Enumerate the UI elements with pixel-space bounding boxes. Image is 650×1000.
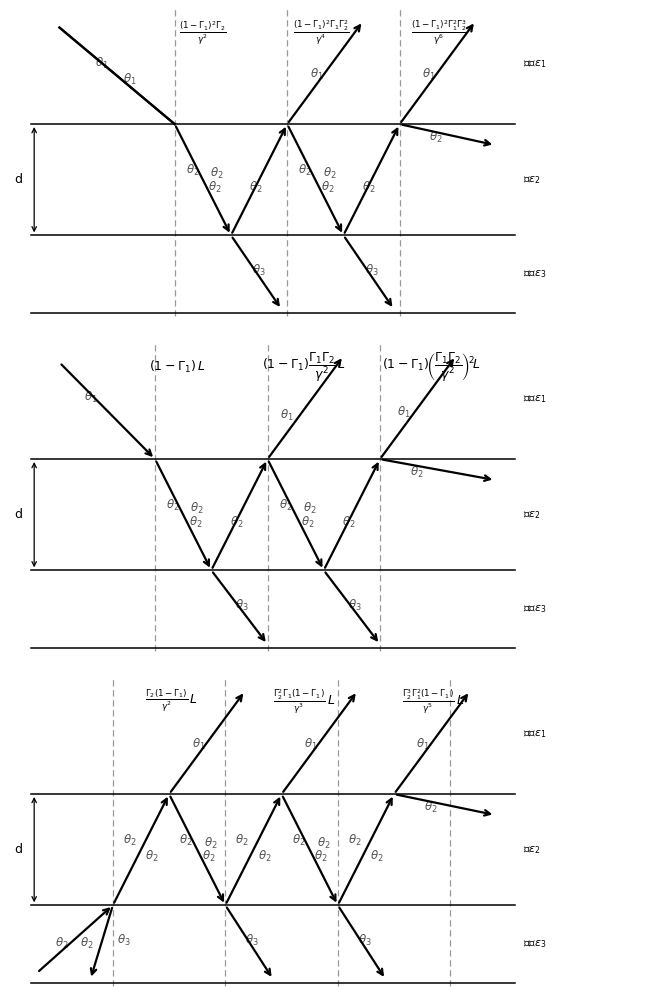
Text: $\theta_2$: $\theta_2$ xyxy=(179,832,193,848)
Text: $\theta_3$: $\theta_3$ xyxy=(235,598,249,613)
Text: $\theta_3$: $\theta_3$ xyxy=(252,263,266,278)
Text: d: d xyxy=(14,508,22,521)
Text: $\theta_1$: $\theta_1$ xyxy=(304,737,318,752)
Text: $\theta_2$: $\theta_2$ xyxy=(424,799,437,815)
Text: $\theta_2$: $\theta_2$ xyxy=(322,166,336,181)
Text: $\theta_2$: $\theta_2$ xyxy=(303,501,317,516)
Text: $\theta_3$: $\theta_3$ xyxy=(348,598,361,613)
Text: $\theta_2$: $\theta_2$ xyxy=(190,501,204,516)
Text: $\theta_2$: $\theta_2$ xyxy=(298,163,312,178)
Text: $\theta_2$: $\theta_2$ xyxy=(209,180,222,195)
Text: $\theta_2$: $\theta_2$ xyxy=(314,849,328,864)
Text: $\theta_2$: $\theta_2$ xyxy=(348,832,361,848)
Text: $\frac{\Gamma_2(1-\Gamma_1)}{\gamma^2}\,L$: $\frac{\Gamma_2(1-\Gamma_1)}{\gamma^2}\,… xyxy=(146,688,198,714)
Text: 空气$\varepsilon_1$: 空气$\varepsilon_1$ xyxy=(523,394,547,405)
Text: $\theta_2$: $\theta_2$ xyxy=(370,849,384,864)
Text: $\theta_3$: $\theta_3$ xyxy=(365,263,378,278)
Text: $\theta_2$: $\theta_2$ xyxy=(186,163,200,178)
Text: $\theta_2$: $\theta_2$ xyxy=(258,849,272,864)
Text: $\theta_2$: $\theta_2$ xyxy=(210,166,224,181)
Text: 土壤$\varepsilon_3$: 土壤$\varepsilon_3$ xyxy=(523,603,547,615)
Text: 土壤$\varepsilon_3$: 土壤$\varepsilon_3$ xyxy=(523,268,547,280)
Text: 空气$\varepsilon_1$: 空气$\varepsilon_1$ xyxy=(523,729,547,740)
Text: $\theta_2$: $\theta_2$ xyxy=(292,832,306,848)
Text: $\theta_2$: $\theta_2$ xyxy=(250,180,263,195)
Text: $\theta_2$: $\theta_2$ xyxy=(301,515,315,530)
Text: $\theta_3$: $\theta_3$ xyxy=(117,933,131,948)
Text: $\theta_2$: $\theta_2$ xyxy=(146,849,159,864)
Text: $\theta_2$: $\theta_2$ xyxy=(342,515,356,530)
Text: $\theta_1$: $\theta_1$ xyxy=(123,72,136,87)
Text: d: d xyxy=(14,843,22,856)
Text: $\theta_1$: $\theta_1$ xyxy=(192,737,205,752)
Text: $\theta_1$: $\theta_1$ xyxy=(95,55,109,71)
Text: 冰$\varepsilon_2$: 冰$\varepsilon_2$ xyxy=(523,844,541,856)
Text: $\frac{\Gamma_2^2\Gamma_1(1-\Gamma_1)}{\gamma^3}\,L$: $\frac{\Gamma_2^2\Gamma_1(1-\Gamma_1)}{\… xyxy=(273,687,335,715)
Text: $\theta_2$: $\theta_2$ xyxy=(80,936,94,951)
Text: $\frac{(1-\Gamma_1)^2\Gamma_1\Gamma_2^2}{\gamma^4}$: $\frac{(1-\Gamma_1)^2\Gamma_1\Gamma_2^2}… xyxy=(292,18,349,46)
Text: $\theta_2$: $\theta_2$ xyxy=(205,836,218,851)
Text: $\frac{\Gamma_2^3\Gamma_1^2(1-\Gamma_1)}{\gamma^5}\,L$: $\frac{\Gamma_2^3\Gamma_1^2(1-\Gamma_1)}… xyxy=(402,687,465,715)
Text: $\frac{(1-\Gamma_1)^2\Gamma_1^2\Gamma_2^3}{\gamma^6}$: $\frac{(1-\Gamma_1)^2\Gamma_1^2\Gamma_2^… xyxy=(411,18,467,46)
Text: $\theta_3$: $\theta_3$ xyxy=(358,933,372,948)
Text: $(1-\Gamma_1)\,L$: $(1-\Gamma_1)\,L$ xyxy=(150,359,205,375)
Text: $\theta_2$: $\theta_2$ xyxy=(166,497,180,513)
Text: d: d xyxy=(14,173,22,186)
Text: $\theta_1$: $\theta_1$ xyxy=(84,390,98,405)
Text: $\theta_1$: $\theta_1$ xyxy=(417,737,430,752)
Text: $(1-\Gamma_1)\dfrac{\Gamma_1\Gamma_2}{\gamma^2}\,L$: $(1-\Gamma_1)\dfrac{\Gamma_1\Gamma_2}{\g… xyxy=(262,351,346,384)
Text: $\theta_2$: $\theta_2$ xyxy=(202,849,215,864)
Text: 冰$\varepsilon_2$: 冰$\varepsilon_2$ xyxy=(523,509,541,521)
Text: $(1-\Gamma_1)\!\left(\dfrac{\Gamma_1\Gamma_2}{\gamma^2}\right)^{\!2}\!L$: $(1-\Gamma_1)\!\left(\dfrac{\Gamma_1\Gam… xyxy=(382,351,481,384)
Text: $\theta_1$: $\theta_1$ xyxy=(422,67,436,82)
Text: $\theta_2$: $\theta_2$ xyxy=(430,130,443,145)
Text: $\theta_2$: $\theta_2$ xyxy=(123,832,136,848)
Text: $\theta_1$: $\theta_1$ xyxy=(309,67,323,82)
Text: $\theta_2$: $\theta_2$ xyxy=(229,515,243,530)
Text: $\theta_1$: $\theta_1$ xyxy=(396,405,410,420)
Text: $\theta_2$: $\theta_2$ xyxy=(235,832,249,848)
Text: 土壤$\varepsilon_3$: 土壤$\varepsilon_3$ xyxy=(523,938,547,950)
Text: 冰$\varepsilon_2$: 冰$\varepsilon_2$ xyxy=(523,174,541,186)
Text: $\theta_2$: $\theta_2$ xyxy=(362,180,376,195)
Text: $\theta_2$: $\theta_2$ xyxy=(321,180,335,195)
Text: $\theta_3$: $\theta_3$ xyxy=(246,933,259,948)
Text: $\theta_2$: $\theta_2$ xyxy=(279,497,293,513)
Text: $\frac{(1-\Gamma_1)^2\Gamma_2}{\gamma^2}$: $\frac{(1-\Gamma_1)^2\Gamma_2}{\gamma^2}… xyxy=(179,19,227,46)
Text: $\theta_2$: $\theta_2$ xyxy=(317,836,331,851)
Text: $\theta_2$: $\theta_2$ xyxy=(410,464,423,480)
Text: $\theta_2$: $\theta_2$ xyxy=(55,936,69,951)
Text: 空气$\varepsilon_1$: 空气$\varepsilon_1$ xyxy=(523,59,547,70)
Text: $\theta_2$: $\theta_2$ xyxy=(188,515,202,530)
Text: $\theta_1$: $\theta_1$ xyxy=(280,408,294,423)
